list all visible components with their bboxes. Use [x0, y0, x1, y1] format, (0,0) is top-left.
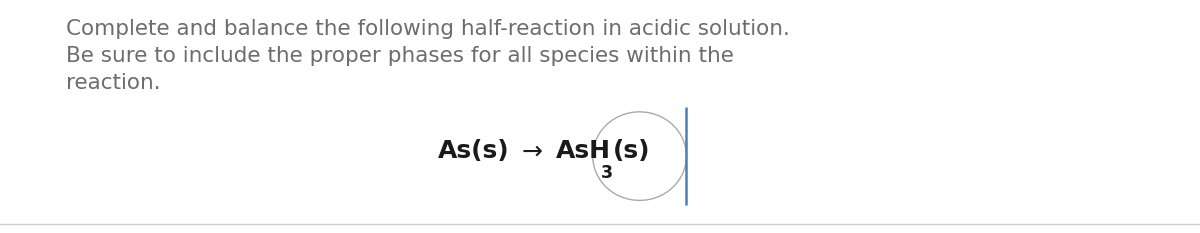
Text: (s): (s) — [613, 139, 650, 163]
Text: →: → — [522, 139, 542, 163]
Text: AsH: AsH — [556, 139, 611, 163]
Text: Complete and balance the following half-reaction in acidic solution.
Be sure to : Complete and balance the following half-… — [66, 19, 790, 93]
Text: As(s): As(s) — [438, 139, 510, 163]
Text: 3: 3 — [601, 164, 613, 182]
